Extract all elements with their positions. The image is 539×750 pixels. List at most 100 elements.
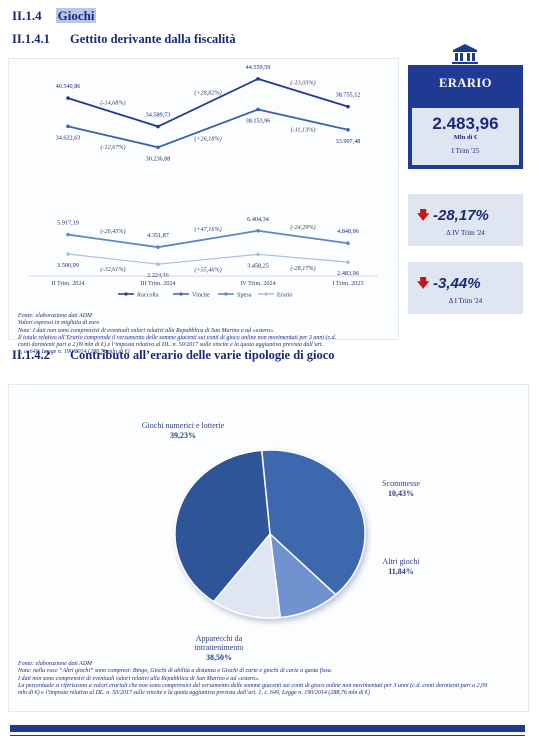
chart2-footnotes: Fonte: elaborazione dati ADM Nota: nella …: [18, 661, 523, 697]
footnote-line: mln di €) e l’imposta relativa al DL. n.…: [18, 690, 371, 697]
slice-value: 38,50%: [206, 653, 232, 662]
bottom-rule: [10, 735, 525, 736]
bank-icon: [441, 43, 489, 65]
section-title: Giochi: [55, 8, 97, 23]
erario-unit: Mln di €: [453, 134, 478, 141]
change-value-iv-trim: -28,17%: [433, 207, 489, 224]
legend-label: Vincite: [192, 292, 210, 299]
data-label: 30.236,88: [146, 155, 171, 162]
footnote-line: conti dormienti pari a 2,09 mln di €) e …: [18, 342, 324, 349]
change-label: (+47,16%): [194, 226, 221, 233]
legend-marker: [179, 292, 183, 296]
data-point-raccolta: [346, 104, 350, 109]
erario-value: 2.483,96: [432, 114, 499, 133]
erario-value-box: 2.483,96 Mln di € I Trim '25: [412, 108, 519, 165]
data-label: 3.500,99: [57, 262, 79, 269]
slice-label: Altri giochi: [382, 557, 420, 566]
change-label: (+55,46%): [194, 266, 221, 273]
legend-marker: [264, 292, 268, 296]
data-point-erario: [256, 252, 260, 257]
change-label: (-32,61%): [100, 266, 125, 273]
change-label: (-14,68%): [100, 99, 125, 106]
x-tick-label: I Trim. 2025: [332, 280, 363, 287]
series-line-raccolta: [67, 77, 349, 128]
subsection-number-1: II.1.4.1: [12, 32, 50, 46]
change-label: (-11,13%): [291, 127, 316, 134]
data-label: 38.153,96: [246, 117, 271, 124]
change-label: (-24,29%): [290, 224, 315, 231]
legend-marker: [224, 292, 228, 296]
slice-label: Apparecchi da: [196, 634, 243, 643]
section-number: II.1.4: [12, 8, 42, 23]
data-label: 4.848,96: [337, 228, 359, 235]
data-point-vincite: [256, 107, 260, 112]
change-label: (-26,45%): [100, 228, 125, 235]
subsection-title-2: Contributo all’erario delle varie tipolo…: [70, 348, 335, 362]
footnote-line: Fonte: elaborazione dati ADM: [18, 313, 93, 319]
data-label: 3.458,25: [247, 262, 269, 269]
data-label: 40.540,86: [56, 83, 81, 90]
subsection-title-1: Gettito derivante dalla fiscalità: [70, 32, 236, 46]
series-line-erario: [67, 253, 349, 265]
data-point-raccolta: [156, 124, 160, 129]
data-label: 34.589,73: [146, 112, 171, 119]
change-label-i-trim: Δ I Trim '24: [448, 297, 483, 305]
data-point-spesa: [346, 241, 350, 246]
data-point-raccolta: [256, 77, 260, 81]
change-label-iv-trim: Δ IV Trim '24: [446, 229, 485, 237]
bottom-bar: [10, 725, 525, 732]
arrow-down-icon: 🡇: [417, 208, 430, 222]
subsection-number-2: II.1.4.2: [12, 348, 50, 362]
x-tick-label: II Trim. 2024: [51, 280, 84, 287]
data-label: 33.907,48: [336, 138, 361, 145]
data-point-erario: [346, 260, 350, 264]
footnote-line: La percentuale si riferiscono a valori e…: [18, 682, 488, 689]
change-label: (+26,18%): [194, 135, 221, 142]
slice-value: 39,23%: [170, 431, 196, 440]
data-point-erario: [66, 252, 70, 256]
data-label: 4.351,87: [147, 232, 169, 239]
slice-label: Scommesse: [382, 479, 420, 488]
erario-title: ERARIO: [438, 76, 492, 90]
change-label: (-12,67%): [100, 144, 125, 151]
change-card-iv-trim: 🡇 -28,17% Δ IV Trim '24: [408, 194, 523, 246]
data-label: 2.483,96: [337, 270, 359, 277]
chart1-footnotes: Fonte: elaborazione dati ADM Valori espre…: [18, 313, 398, 357]
data-point-spesa: [156, 245, 160, 249]
series-line-vincite: [67, 108, 349, 149]
change-label: (-28,17%): [290, 265, 315, 272]
data-point-vincite: [346, 127, 350, 132]
legend-label: Spesa: [237, 292, 252, 299]
data-point-vincite: [66, 124, 70, 129]
series-line-spesa: [67, 229, 349, 249]
legend-label: Raccolta: [137, 292, 159, 299]
data-label: 6.404,34: [247, 216, 269, 223]
footnote-line: 1, c. 649, Legge n. 190/2014 (288,76 mln…: [18, 349, 130, 356]
footnote-line: Note: I dati non sono comprensivi di eve…: [18, 327, 275, 334]
data-label: 5.917,19: [57, 220, 79, 227]
legend-marker: [124, 292, 128, 296]
slice-value: 11,84%: [388, 567, 414, 576]
data-point-spesa: [66, 232, 70, 237]
footnote-line: Nota: nella voce “Altri giochi” sono com…: [18, 668, 333, 675]
subsection-heading-2: II.1.4.2 Contributo all’erario delle vari…: [12, 348, 335, 363]
footnote-line: Il totale relativo all’Erario comprende …: [18, 334, 337, 341]
section-heading: II.1.4 Giochi: [12, 8, 97, 24]
legend-label: Erario: [277, 292, 292, 299]
slice-label: Giochi numerici e lotterie: [142, 421, 225, 430]
footnote-line: I dati non sono comprensivi di eventuali…: [18, 675, 260, 682]
pie-slice: [174, 449, 271, 603]
footnote-line: Valori espressi in migliaia di euro: [18, 320, 100, 327]
x-tick-label: III Trim. 2024: [140, 280, 175, 287]
erario-period: I Trim '25: [451, 147, 480, 155]
x-tick-label: IV Trim. 2024: [240, 280, 275, 287]
change-value-i-trim: -3,44%: [433, 275, 481, 292]
change-label: (+28,82%): [194, 90, 221, 97]
footnote-line: Fonte: elaborazione dati ADM: [18, 661, 93, 667]
data-point-vincite: [156, 145, 160, 150]
slice-value: 10,43%: [388, 489, 414, 498]
slice-label: intrattenimento: [195, 643, 244, 652]
pie-slice: [260, 449, 366, 596]
subsection-heading-1: II.1.4.1 Gettito derivante dalla fiscalit…: [12, 32, 236, 47]
